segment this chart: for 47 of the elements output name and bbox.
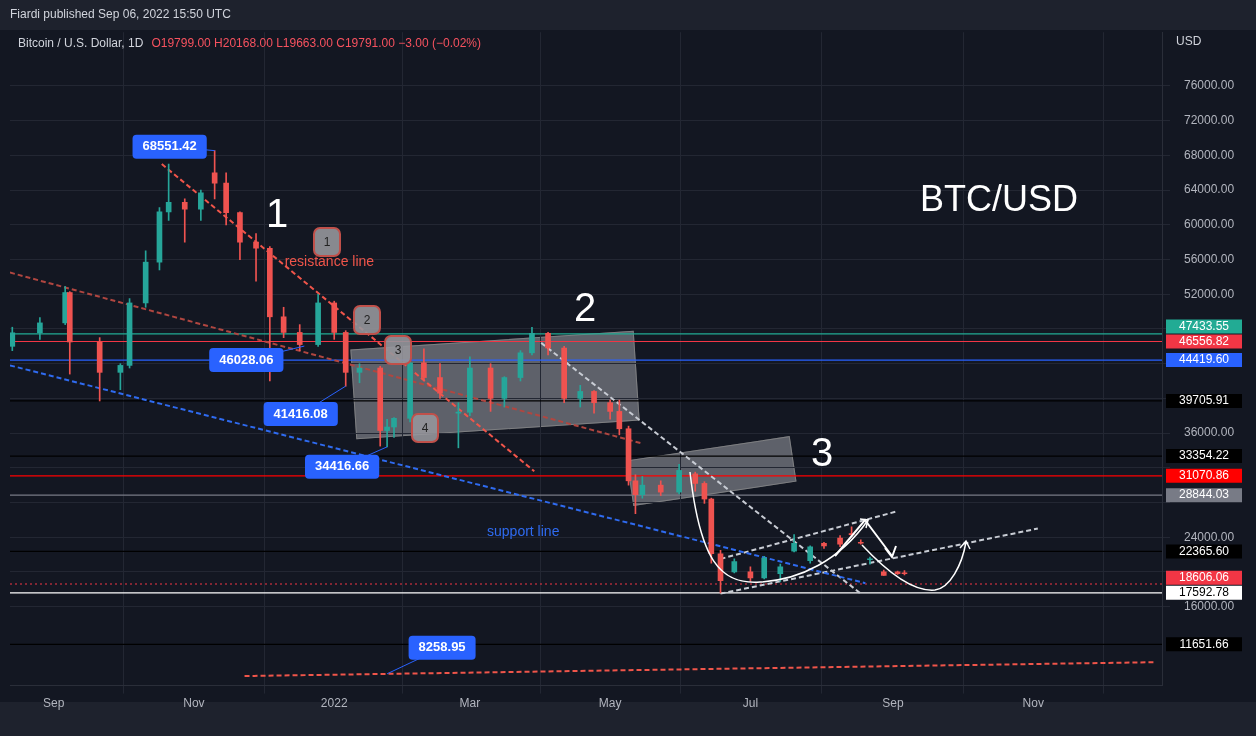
annotation: 3 <box>810 430 834 474</box>
y-tick-label: 56000.00 <box>1184 251 1235 266</box>
ref-line-label: 44419.60 <box>1178 352 1230 367</box>
ref-line-label: 22365.60 <box>1178 543 1230 558</box>
ref-line-label: 47433.55 <box>1178 318 1230 333</box>
ref-line-label: 11651.66 <box>1179 636 1229 651</box>
annotation: 4 <box>411 413 439 443</box>
y-tick-label: 36000.00 <box>1184 425 1235 440</box>
annotation: 41416.08 <box>273 405 328 421</box>
y-axis-title: USD <box>1176 34 1202 48</box>
y-tick-label: 64000.00 <box>1184 182 1235 197</box>
series-label: support line <box>487 522 560 539</box>
chart-subtitle: O19799.00 H20168.00 L19663.00 C19791.00 −3.00 (−0.02%) <box>151 36 481 50</box>
x-tick-label: Mar <box>459 696 481 711</box>
x-tick-label: Sep <box>43 696 65 711</box>
ref-line-label: 18606.06 <box>1178 570 1230 585</box>
annotation: BTC/USD <box>920 178 1079 220</box>
annotation: 1 <box>265 191 289 235</box>
ref-line-label: 31070.86 <box>1178 468 1230 483</box>
ref-line-label: 33354.22 <box>1178 448 1230 463</box>
ref-line-label: 39705.91 <box>1178 393 1230 408</box>
ref-line-label: 46556.82 <box>1178 333 1230 348</box>
annotation: 34416.66 <box>314 458 370 474</box>
y-tick-label: 16000.00 <box>1184 598 1235 613</box>
y-tick-label: 24000.00 <box>1184 529 1235 544</box>
annotation: 2 <box>573 285 597 329</box>
annotation: 8258.95 <box>418 639 466 655</box>
x-tick-label: Sep <box>882 696 904 711</box>
x-tick-label: May <box>598 696 622 711</box>
annotation: 1 <box>323 235 331 249</box>
annotation: 2 <box>353 305 381 335</box>
annotation: 3 <box>384 335 412 365</box>
text: Fiardi published Sep 06, 2022 15:50 UTC <box>10 7 231 21</box>
series-label: resistance line <box>284 253 375 270</box>
chart-title: Bitcoin / U.S. Dollar, 1D <box>18 36 144 50</box>
y-tick-label: 72000.00 <box>1184 113 1235 128</box>
y-tick-label: 60000.00 <box>1184 217 1235 232</box>
y-tick-label: 52000.00 <box>1184 286 1235 301</box>
x-tick-label: Nov <box>1022 696 1044 711</box>
ref-line-label: 17592.78 <box>1178 585 1230 600</box>
x-tick-label: Nov <box>183 696 205 711</box>
x-tick-label: Jul <box>742 696 759 711</box>
x-tick-label: 2022 <box>320 696 348 711</box>
annotation: 46028.06 <box>219 351 274 367</box>
y-tick-label: 76000.00 <box>1184 78 1235 93</box>
ref-line-label: 28844.03 <box>1178 487 1230 502</box>
y-tick-label: 68000.00 <box>1184 147 1235 162</box>
